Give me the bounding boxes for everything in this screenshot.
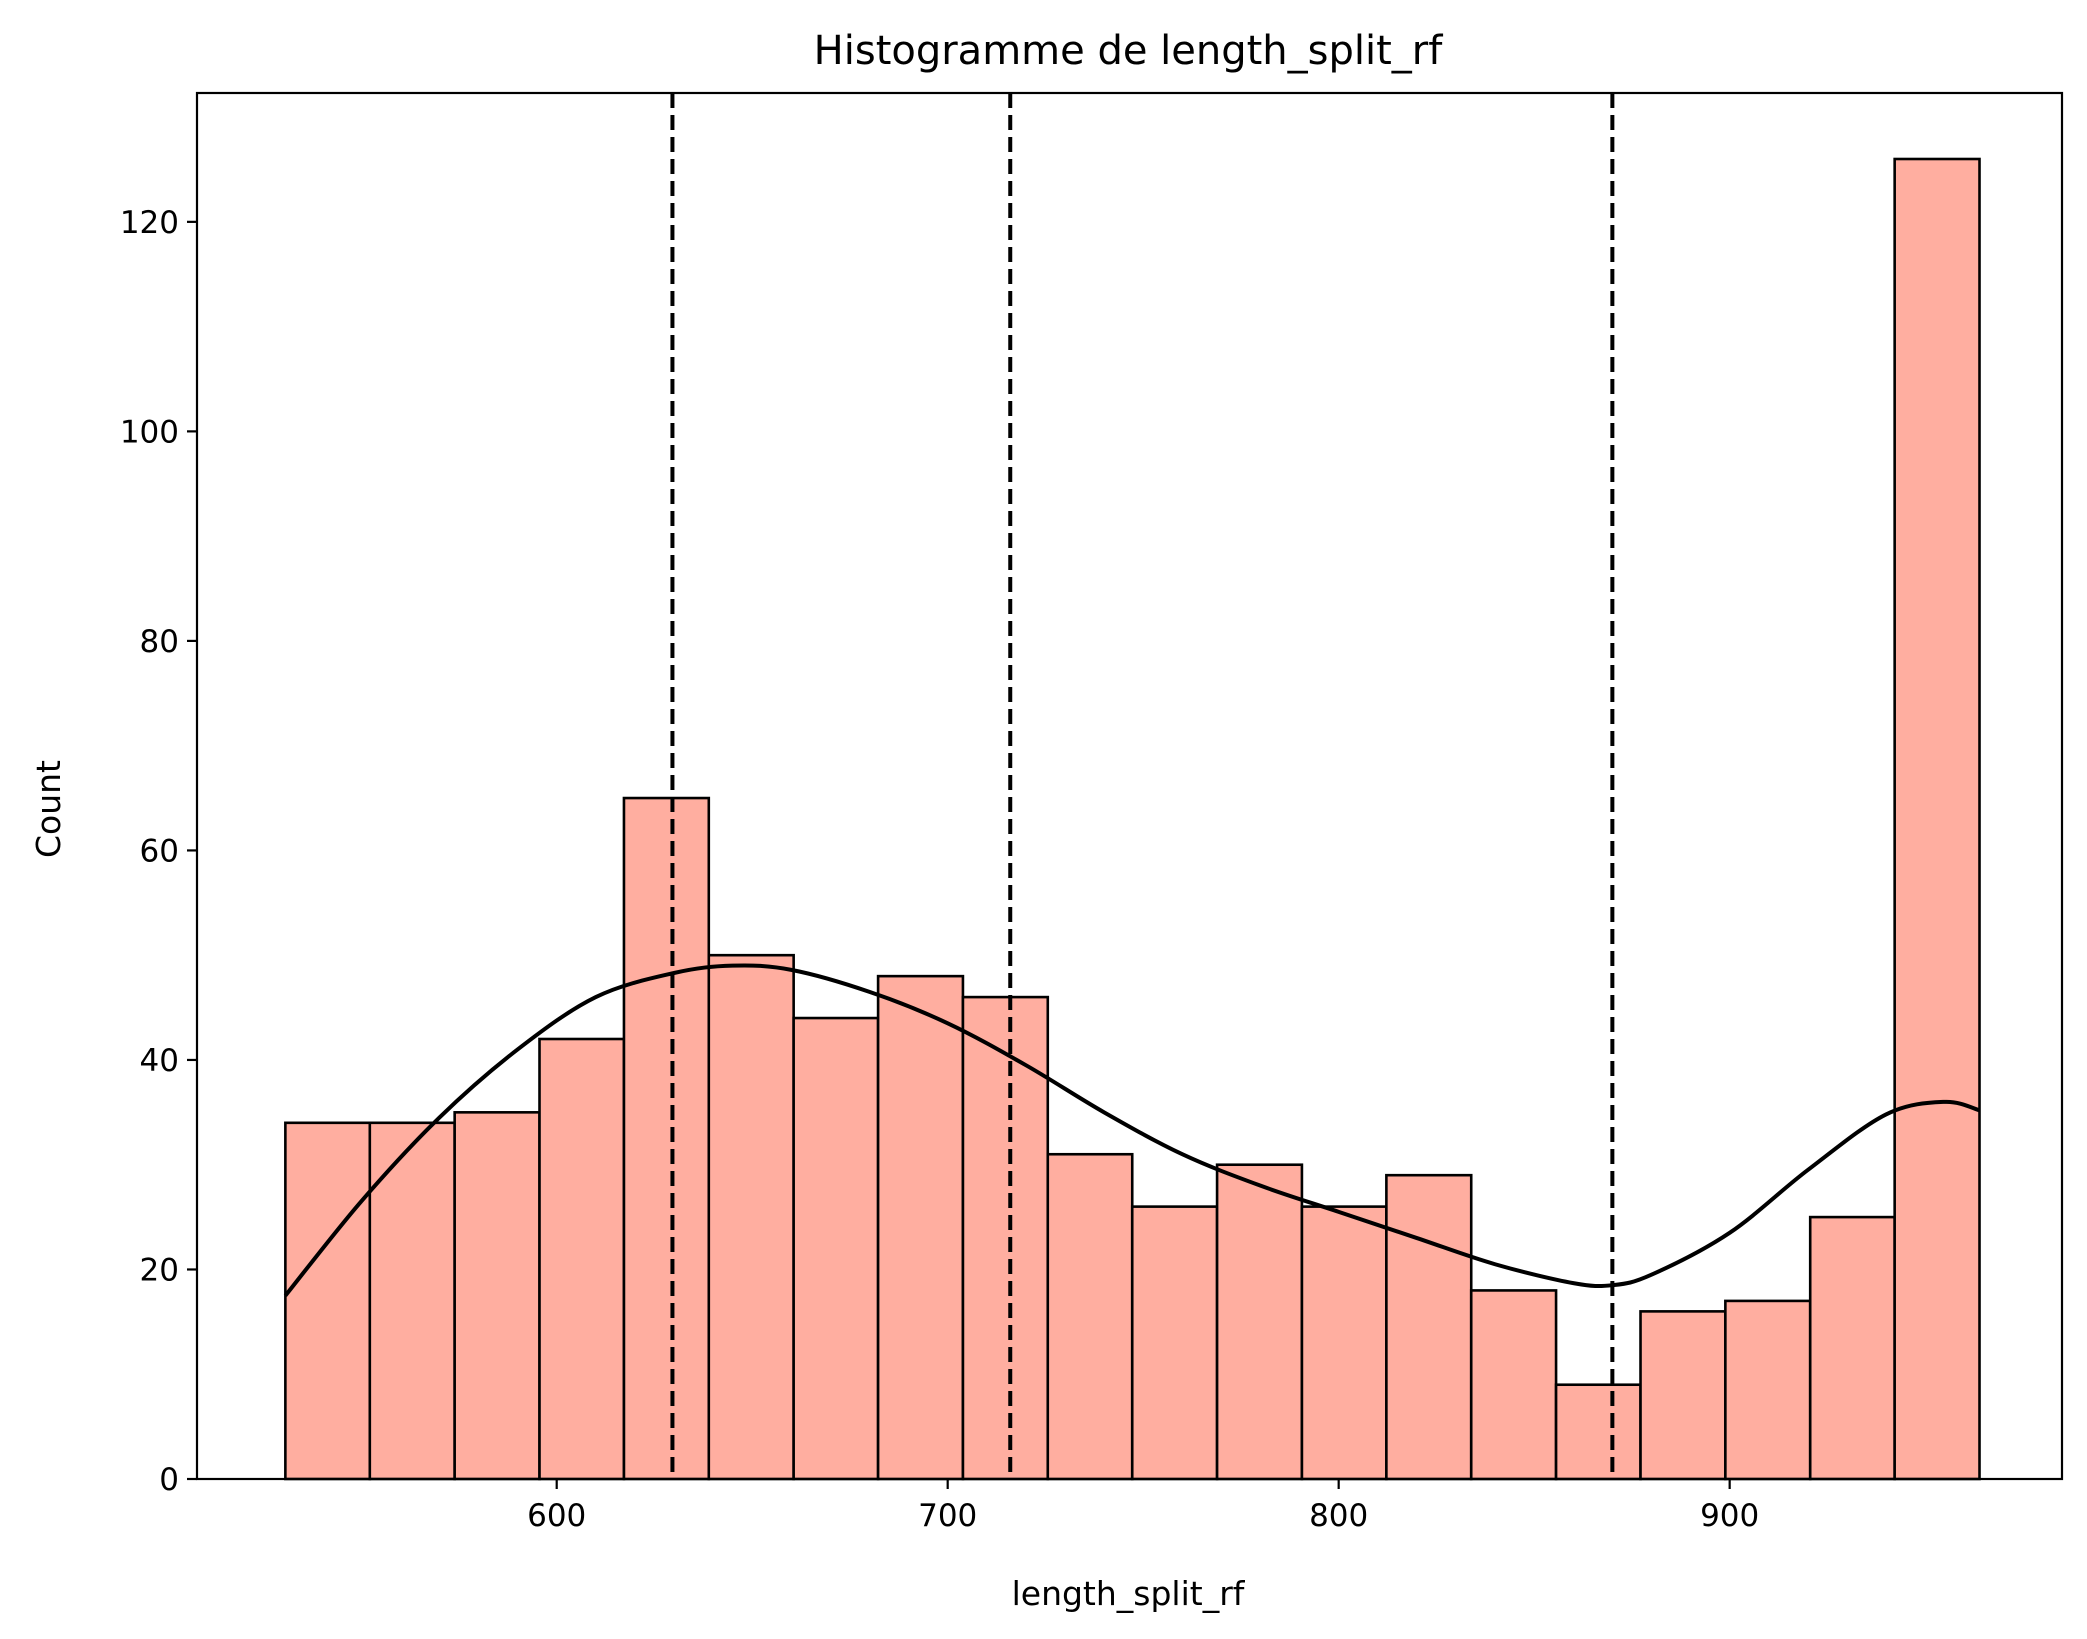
histogram-bar [1639, 1310, 1727, 1481]
y-tick-label: 40 [140, 1043, 179, 1079]
histogram-bar [538, 1037, 626, 1481]
histogram-bar [368, 1121, 456, 1481]
x-tick-label: 800 [1309, 1498, 1368, 1534]
histogram-bar [1724, 1299, 1812, 1481]
kde-group [283, 963, 1981, 1297]
histogram-bar [284, 1121, 372, 1481]
histogram-bar [961, 995, 1050, 1481]
histogram-bar [1554, 1383, 1642, 1481]
histogram-bar [1130, 1205, 1219, 1481]
histogram-bar [1215, 1163, 1304, 1481]
histogram-bar [1893, 157, 1981, 1481]
histogram-bar [1385, 1173, 1473, 1481]
histogram-bar [792, 1016, 880, 1481]
plot-frame [195, 91, 2064, 1481]
y-axis-label: Count [29, 760, 68, 858]
histogram-bar [707, 953, 795, 1481]
chart-title: Histogramme de length_split_rf [814, 28, 1444, 74]
x-axis-label: length_split_rf [1012, 1574, 1246, 1613]
histogram-bar [1046, 1152, 1134, 1481]
y-axis-ticks: 0 20 40 60 80 100 120 [120, 205, 197, 1498]
y-tick-label: 60 [140, 833, 179, 869]
y-tick-label: 100 [120, 414, 179, 450]
histogram-bar [876, 974, 965, 1481]
histogram-bar [622, 796, 711, 1481]
x-tick-label: 600 [527, 1498, 586, 1534]
x-axis-ticks: 600 700 800 900 [527, 1479, 1759, 1534]
x-tick-label: 900 [1700, 1498, 1759, 1534]
histogram-bar [1808, 1215, 1896, 1481]
reference-lines-group [670, 93, 1615, 1479]
x-tick-label: 700 [918, 1498, 977, 1534]
y-tick-label: 20 [140, 1252, 179, 1288]
kde-line [283, 963, 1981, 1297]
histogram-bar [1300, 1205, 1388, 1481]
histogram-bar [1469, 1289, 1558, 1481]
y-tick-label: 120 [120, 205, 179, 241]
bars-group [284, 157, 1981, 1481]
y-tick-label: 0 [159, 1462, 179, 1498]
y-tick-label: 80 [140, 624, 179, 660]
histogram-bar [453, 1111, 541, 1481]
